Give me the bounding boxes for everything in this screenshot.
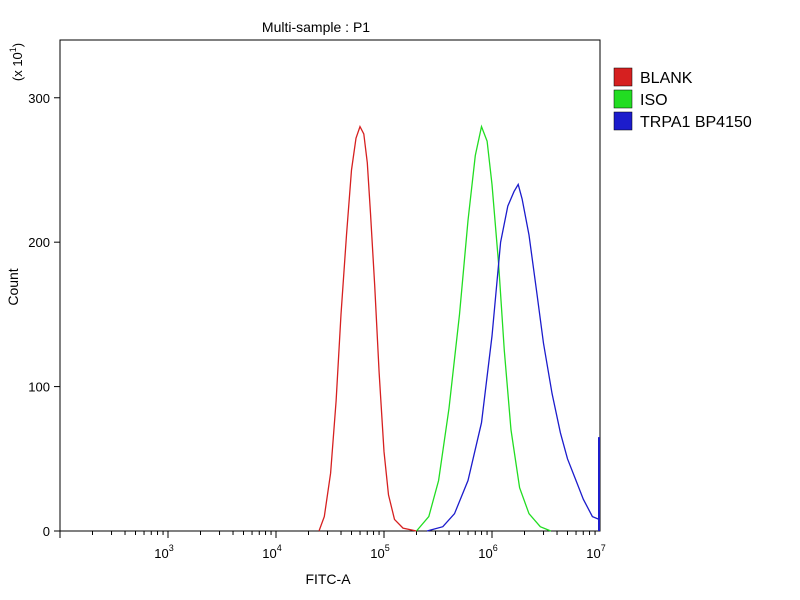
y-multiplier-label: (x 101) [8,43,25,81]
series-group [318,124,600,532]
y-multiplier-base: (x 10 [10,52,25,81]
series-line-iso [416,124,552,532]
x-tick-label: 103 [154,543,173,561]
y-axis-label: Count [5,268,21,305]
series-line-trpa1-bp4150 [426,182,600,532]
x-axis-label: FITC-A [305,571,351,587]
plot-frame [59,39,601,532]
y-tick-label: 200 [28,235,50,250]
x-tick-label: 107 [586,543,605,561]
legend-swatch [613,67,633,87]
svg-text:(x 101): (x 101) [8,43,25,81]
legend-label: BLANK [640,70,693,87]
legend-swatch [613,111,633,131]
x-tick-label: 105 [370,543,389,561]
x-tick-label: 104 [262,543,281,561]
x-axis: 103 104 105 106 107 [59,531,606,561]
y-tick-label: 0 [43,524,50,539]
legend-label: TRPA1 BP4150 [640,114,752,131]
legend: BLANK ISO TRPA1 BP4150 [613,67,752,131]
y-multiplier-exp: 1 [8,47,18,52]
y-tick-label: 300 [28,91,50,106]
legend-label: ISO [640,92,668,109]
chart-title: Multi-sample : P1 [262,19,370,35]
y-tick-label: 100 [28,380,50,395]
legend-swatch [613,89,633,109]
y-axis: 0 100 200 300 [28,91,60,539]
series-line-blank [318,124,417,532]
x-tick-label: 106 [478,543,497,561]
